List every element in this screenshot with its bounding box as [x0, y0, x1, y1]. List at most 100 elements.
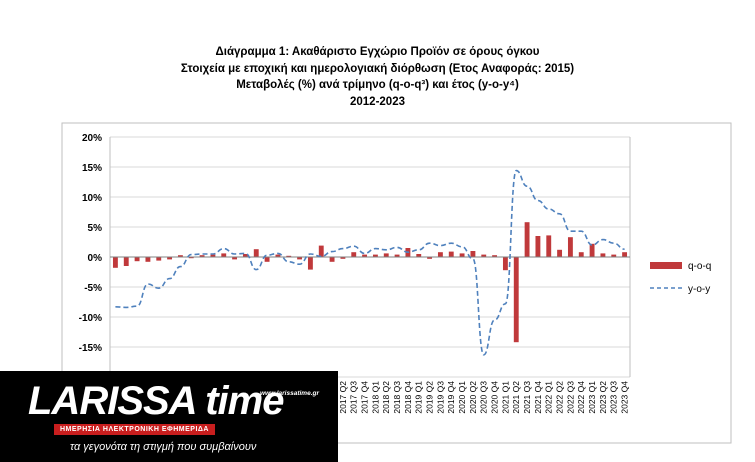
bar-q-o-q — [513, 257, 519, 343]
bar-q-o-q — [210, 254, 216, 257]
y-tick-label: -15% — [79, 343, 102, 354]
bar-q-o-q — [145, 257, 151, 262]
x-tick-label: 2023 Q2 — [598, 381, 608, 414]
x-tick-label: 2018 Q1 — [370, 381, 380, 414]
y-tick-label: 5% — [88, 223, 103, 234]
x-tick-label: 2023 Q1 — [587, 381, 597, 414]
bar-q-o-q — [275, 254, 281, 257]
bar-q-o-q — [611, 254, 617, 257]
bar-q-o-q — [286, 255, 292, 257]
bar-q-o-q — [372, 254, 378, 257]
x-tick-label: 2018 Q4 — [403, 381, 413, 414]
bar-q-o-q — [112, 257, 118, 268]
x-tick-label: 2022 Q3 — [565, 381, 575, 414]
bar-q-o-q — [123, 257, 129, 266]
bar-q-o-q — [167, 257, 173, 260]
y-tick-label: 10% — [82, 193, 102, 204]
chart-title: Διάγραμμα 1: Ακαθάριστο Εγχώριο Προϊόν σ… — [215, 46, 540, 58]
bar-q-o-q — [318, 245, 324, 257]
x-tick-label: 2022 Q2 — [555, 381, 565, 414]
bar-q-o-q — [297, 257, 303, 260]
x-tick-label: 2019 Q3 — [435, 381, 445, 414]
x-tick-label: 2019 Q1 — [414, 381, 424, 414]
bar-q-o-q — [362, 254, 368, 257]
y-tick-label: 20% — [82, 133, 102, 144]
y-o-y-line-group — [115, 169, 625, 356]
bar-q-o-q — [546, 235, 552, 257]
chart-period: 2012-2023 — [350, 95, 405, 108]
y-tick-label: 0% — [88, 253, 103, 264]
y-tick-label: -10% — [79, 313, 102, 324]
x-tick-label: 2018 Q3 — [392, 381, 402, 414]
x-tick-label: 2021 Q2 — [511, 381, 521, 414]
bar-q-o-q — [502, 257, 508, 271]
legend-label-y-o-y: y-o-y — [688, 284, 710, 295]
bar-q-o-q — [156, 257, 162, 261]
x-tick-label: 2020 Q1 — [457, 381, 467, 414]
bar-q-o-q — [524, 222, 530, 257]
bar-q-o-q — [242, 254, 248, 257]
bar-q-o-q — [351, 252, 357, 257]
legend-label-q-o-q: q-o-q — [688, 261, 711, 272]
x-tick-label: 2021 Q3 — [522, 381, 532, 414]
x-tick-label: 2023 Q3 — [609, 381, 619, 414]
bar-q-o-q — [492, 255, 498, 257]
x-tick-label: 2022 Q1 — [544, 381, 554, 414]
bar-q-o-q — [470, 251, 476, 257]
bar-q-o-q — [394, 254, 400, 257]
x-tick-label: 2020 Q2 — [468, 381, 478, 414]
bar-q-o-q — [427, 257, 433, 259]
x-tick-label: 2021 Q1 — [500, 381, 510, 414]
larissatime-logo[interactable]: LARISSA time www.larissatime.gr ΗΜΕΡΗΣΙΑ… — [0, 371, 338, 462]
x-tick-label: 2019 Q4 — [446, 381, 456, 414]
bar-q-o-q — [340, 257, 346, 259]
bar-q-o-q — [589, 243, 595, 257]
q-o-q-bars — [112, 222, 628, 343]
bar-q-o-q — [448, 251, 454, 257]
x-tick-label: 2018 Q2 — [381, 381, 391, 414]
bar-q-o-q — [535, 236, 541, 257]
bar-q-o-q — [578, 252, 584, 257]
bar-q-o-q — [221, 253, 227, 257]
chart-title-block: Διάγραμμα 1: Ακαθάριστο Εγχώριο Προϊόν σ… — [0, 44, 755, 110]
bar-q-o-q — [481, 254, 487, 257]
y-tick-label: -5% — [84, 283, 102, 294]
bar-q-o-q — [177, 255, 183, 257]
x-tick-label: 2017 Q3 — [349, 381, 359, 414]
y-axis-labels: 20%15%10%5%0%-5%-10%-15%-20% — [79, 133, 102, 384]
bar-q-o-q — [134, 257, 140, 262]
x-tick-label: 2020 Q4 — [490, 381, 500, 414]
bar-q-o-q — [188, 257, 194, 259]
x-tick-label: 2019 Q2 — [425, 381, 435, 414]
x-tick-label: 2022 Q4 — [576, 381, 586, 414]
x-tick-label: 2021 Q4 — [533, 381, 543, 414]
bar-q-o-q — [307, 257, 313, 270]
logo-url: www.larissatime.gr — [260, 390, 320, 397]
logo-wordmark: LARISSA time — [28, 379, 284, 423]
chart-subtitle-2: Μεταβολές (%) ανά τρίμηνο (q-o-q³) και έ… — [236, 79, 519, 91]
x-tick-label: 2017 Q2 — [338, 381, 348, 414]
bar-q-o-q — [264, 257, 270, 262]
bar-q-o-q — [567, 237, 573, 257]
y-o-y-line — [115, 169, 625, 356]
y-tick-label: 15% — [82, 163, 102, 174]
bar-q-o-q — [383, 253, 389, 257]
bar-q-o-q — [557, 249, 563, 257]
bar-q-o-q — [600, 253, 606, 257]
bar-q-o-q — [329, 257, 335, 262]
x-tick-label: 2020 Q3 — [479, 381, 489, 414]
logo-subtitle: ΗΜΕΡΗΣΙΑ ΗΛΕΚΤΡΟΝΙΚΗ ΕΦΗΜΕΡΙΔΑ — [54, 424, 215, 435]
chart-subtitle: Στοιχεία με εποχική και ημερολογιακή διό… — [180, 62, 575, 75]
legend-swatch-q-o-q — [650, 262, 682, 269]
chart-border — [61, 122, 732, 444]
x-tick-label: 2023 Q4 — [620, 381, 630, 414]
x-tick-label: 2017 Q4 — [360, 381, 370, 414]
legend: q-o-q y-o-y — [650, 261, 711, 295]
bar-q-o-q — [437, 252, 443, 257]
bar-q-o-q — [622, 252, 628, 257]
bar-q-o-q — [253, 249, 259, 257]
bar-q-o-q — [416, 254, 422, 257]
logo-slogan: τα γεγονότα τη στιγμή που συμβαίνουν — [70, 441, 257, 453]
bar-q-o-q — [232, 257, 238, 260]
bar-q-o-q — [459, 253, 465, 257]
